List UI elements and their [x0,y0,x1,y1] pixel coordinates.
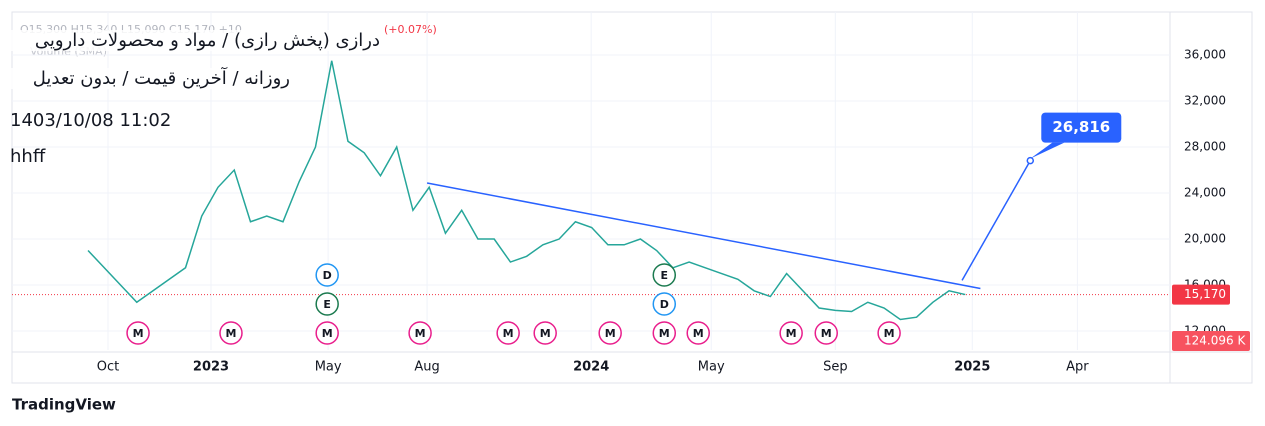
event-marker [315,321,339,345]
y-tick-label: 28,000 [1184,140,1226,154]
note: hhff [10,146,46,167]
event-marker [219,321,243,345]
x-tick-label: May [698,360,725,375]
y-tick-label: 32,000 [1184,94,1226,108]
event-label: M [821,327,832,340]
x-tick-label: 2025 [954,360,990,375]
event-label: M [415,327,426,340]
event-marker [408,321,432,345]
x-tick-label: 2023 [193,360,229,375]
event-label: D [660,298,669,311]
x-tick-label: Apr [1066,360,1089,375]
y-tick-label: 24,000 [1184,186,1226,200]
event-marker [686,321,710,345]
trendline [426,182,981,290]
event-marker [126,321,150,345]
event-marker [779,321,803,345]
event-marker [814,321,838,345]
event-label: E [661,269,669,282]
volume-tag-label: 124.096 K [1184,334,1246,348]
event-marker [496,321,520,345]
x-tick-label: May [315,360,342,375]
x-tick-label: Aug [414,360,439,375]
datetime: 1403/10/08 11:02 [10,110,172,131]
event-label: D [323,269,332,282]
projection-label: 26,816 [1052,118,1110,136]
event-label: E [323,298,331,311]
volume-tag [1172,331,1250,351]
title: درازی (پخش رازی) / مواد و محصولات دارویی [10,30,380,51]
price-line [87,60,966,321]
projection-tail [1030,142,1065,159]
subtitle: روزانه / آخرین قیمت / بدون تعدیل [10,68,290,89]
x-tick-label: Sep [823,360,848,375]
event-label: M [659,327,670,340]
event-label: M [133,327,144,340]
y-tick-label: 20,000 [1184,232,1226,246]
x-tick-label: 2024 [573,360,609,375]
event-marker [315,292,339,316]
event-marker [652,263,677,287]
event-label: M [322,327,333,340]
projection-box [1041,112,1122,143]
projection-arrow [961,160,1031,281]
event-marker [315,263,339,287]
event-label: M [226,327,237,340]
event-label: M [605,327,616,340]
brand: TradingView [12,396,116,414]
event-marker [652,292,677,316]
event-label: M [884,327,895,340]
event-marker [598,321,622,345]
event-marker [533,321,557,345]
event-label: M [693,327,704,340]
change: (+0.07%) [384,23,437,36]
projection-end [1026,156,1035,165]
last-price-label: 15,170 [1184,287,1226,301]
event-label: M [540,327,551,340]
event-label: M [786,327,797,340]
event-label: M [503,327,514,340]
y-tick-label: 36,000 [1184,48,1226,62]
event-marker [877,321,901,345]
last-price-tag [1172,284,1230,305]
x-tick-label: Oct [97,360,119,375]
event-marker [652,321,677,345]
